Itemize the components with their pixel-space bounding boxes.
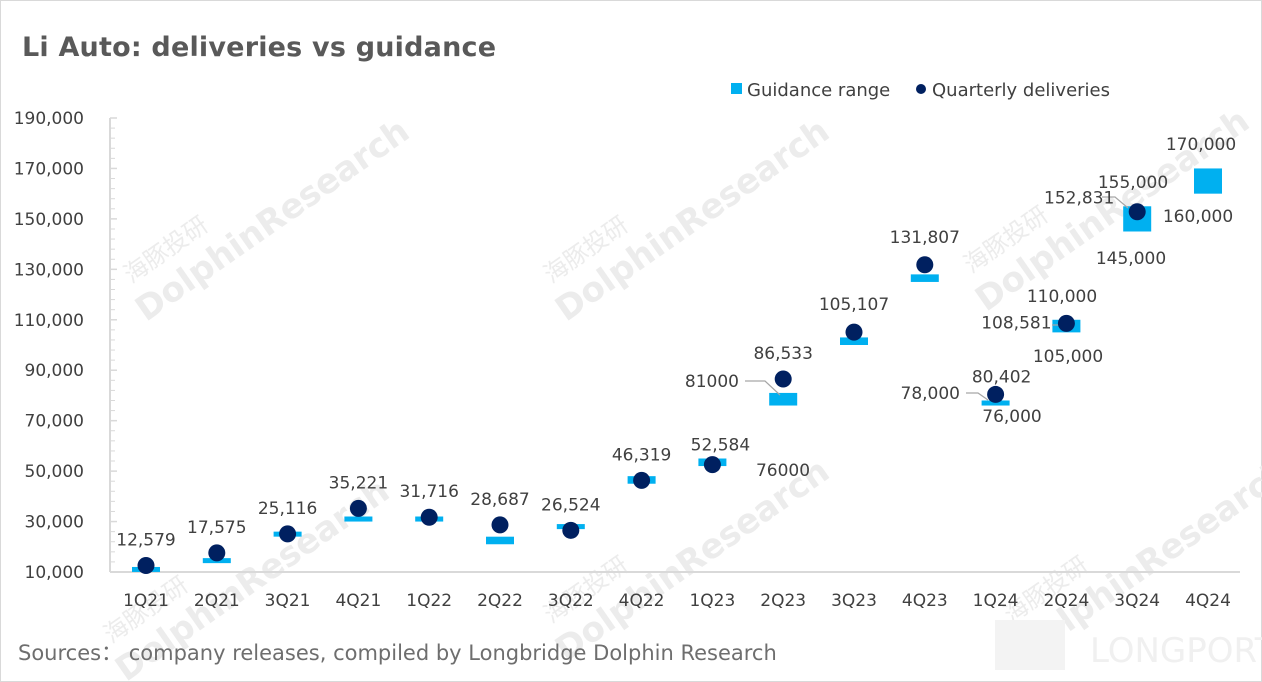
x-tick-label: 4Q23: [902, 591, 948, 611]
y-tick-label: 150,000: [14, 210, 84, 230]
x-tick-label: 2Q23: [760, 591, 806, 611]
delivery-point: [208, 544, 226, 562]
delivery-point: [1128, 203, 1146, 221]
leader-lines: [745, 196, 1129, 401]
x-tick-label: 4Q21: [335, 591, 381, 611]
longport-logo: LONGPORT: [995, 620, 1262, 671]
guidance-annotation-guidance-high: 81000: [685, 372, 739, 392]
delivery-point: [279, 525, 297, 543]
delivery-label: 31,716: [399, 482, 458, 502]
y-tick-label: 70,000: [25, 412, 84, 432]
x-tick-label: 3Q24: [1114, 591, 1160, 611]
y-tick-label: 90,000: [25, 361, 84, 381]
delivery-label: 28,687: [470, 490, 529, 510]
delivery-point: [137, 556, 155, 574]
legend: Guidance range Quarterly deliveries: [731, 80, 1110, 101]
x-tick-label: 3Q21: [265, 591, 311, 611]
y-tick-label: 10,000: [25, 563, 84, 583]
x-tick-label: 3Q22: [548, 591, 594, 611]
delivery-point: [349, 499, 367, 517]
longport-brand-text: LONGPORT: [1090, 631, 1262, 671]
delivery-point: [916, 256, 934, 274]
guidance-annotation-guidance-low: 76000: [756, 461, 810, 481]
y-tick-label: 190,000: [14, 109, 84, 129]
delivery-label: 105,107: [819, 295, 889, 315]
guidance-annotation-guidance-low: 105,000: [1033, 347, 1103, 367]
delivery-point: [987, 385, 1005, 403]
guidance-range-bar: [769, 392, 798, 406]
delivery-label: 80,402: [972, 367, 1031, 387]
delivery-label: 17,575: [187, 518, 246, 538]
x-tick-label: 1Q23: [689, 591, 735, 611]
guidance-annotation-guidance-low: 160,000: [1163, 207, 1233, 227]
x-tick-label: 2Q24: [1043, 591, 1089, 611]
y-tick-label: 130,000: [14, 260, 84, 280]
guidance-annotation-guidance-high: 78,000: [901, 384, 960, 404]
delivery-point: [633, 471, 651, 489]
data-labels: 12,579 17,575 25,116 35,221 31,716 28,687 26,5…: [116, 135, 1236, 550]
y-tick-label: 110,000: [14, 311, 84, 331]
delivery-label: 26,524: [541, 495, 600, 515]
delivery-label: 152,831: [1044, 189, 1114, 209]
guidance-annotation-guidance-high: 155,000: [1098, 173, 1168, 193]
deliveries-series: [137, 203, 1146, 574]
source-note: Sources： company releases, compiled by L…: [18, 641, 777, 665]
x-tick-label: 3Q23: [831, 591, 877, 611]
guidance-annotation-guidance-high: 110,000: [1027, 287, 1097, 307]
delivery-point: [703, 456, 721, 474]
delivery-label: 35,221: [329, 473, 388, 493]
watermark-text: DolphinResearch: [548, 111, 837, 330]
delivery-label: 86,533: [753, 344, 812, 364]
y-tick-label: 170,000: [14, 159, 84, 179]
legend-deliveries-label: Quarterly deliveries: [932, 80, 1110, 101]
leader-line: [1102, 196, 1129, 209]
x-tick-label: 1Q22: [406, 591, 452, 611]
legend-guidance-swatch: [731, 83, 742, 94]
guidance-annotation-guidance-low: 145,000: [1096, 249, 1166, 269]
delivery-label: 131,807: [890, 228, 960, 248]
guidance-annotation-guidance-low: 76,000: [982, 407, 1041, 427]
guidance-range-bar: [344, 516, 373, 522]
guidance-range-bar: [910, 274, 939, 282]
y-tick-label: 30,000: [25, 513, 84, 533]
longport-logo-mark: [995, 620, 1065, 670]
delivery-point: [774, 370, 792, 388]
delivery-label: 12,579: [116, 530, 175, 550]
delivery-label: 108,581: [981, 313, 1051, 333]
guidance-range-bar: [1194, 168, 1222, 194]
delivery-point: [562, 521, 580, 539]
watermark-text: DolphinResearch: [128, 111, 417, 330]
legend-deliveries-swatch: [916, 84, 926, 94]
leader-line: [745, 380, 781, 396]
x-tick-label: 2Q21: [194, 591, 240, 611]
x-tick-label: 2Q22: [477, 591, 523, 611]
guidance-range-bar: [486, 536, 514, 545]
guidance-annotation-guidance-high: 170,000: [1166, 135, 1236, 155]
guidance-range-bar: [981, 400, 1010, 406]
axes: 10,000 30,000 50,000 70,000 90,000 110,000 130…: [14, 109, 1240, 611]
x-tick-label: 4Q24: [1185, 591, 1231, 611]
x-tick-label: 1Q21: [123, 591, 169, 611]
delivery-label: 52,584: [691, 436, 750, 456]
delivery-label: 25,116: [258, 499, 317, 519]
leader-line: [966, 392, 989, 401]
x-tick-label: 1Q24: [973, 591, 1019, 611]
delivery-point: [845, 323, 863, 341]
delivery-point: [491, 516, 509, 534]
y-tick-label: 50,000: [25, 462, 84, 482]
x-tick-label: 4Q22: [619, 591, 665, 611]
delivery-point: [420, 508, 438, 526]
delivery-point: [1057, 314, 1075, 332]
guidance-range-bar: [840, 337, 868, 345]
delivery-label: 46,319: [612, 445, 671, 465]
chart-title: Li Auto: deliveries vs guidance: [22, 32, 497, 63]
legend-guidance-label: Guidance range: [747, 80, 890, 101]
